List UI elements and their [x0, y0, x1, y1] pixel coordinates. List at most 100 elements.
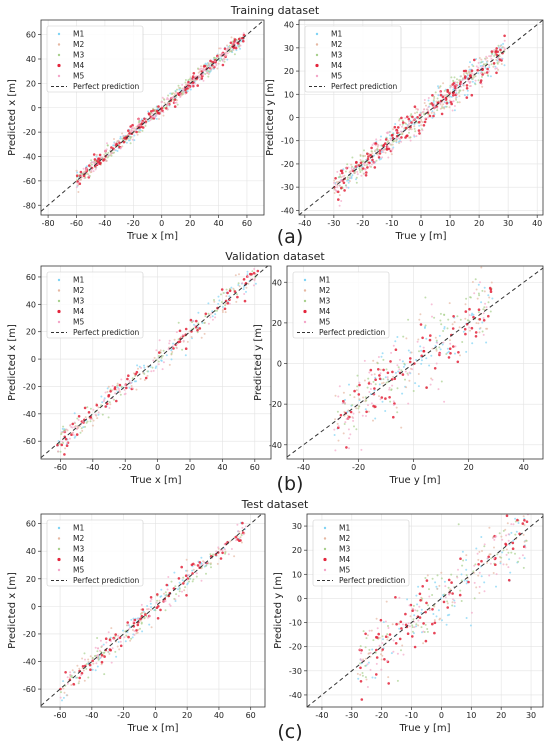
legend-marker-m1 [57, 32, 61, 36]
point-m5 [72, 431, 75, 434]
x-tick-label: -80 [42, 219, 55, 228]
point-m2 [180, 335, 183, 338]
point-m2 [475, 586, 478, 589]
legend-label: M5 [331, 72, 342, 81]
point-m5 [512, 523, 515, 526]
point-m1 [418, 124, 421, 127]
point-m5 [109, 640, 112, 643]
point-m5 [521, 554, 524, 557]
point-m3 [472, 65, 475, 68]
point-m5 [181, 83, 184, 86]
point-m2 [480, 266, 483, 269]
point-m5 [491, 537, 494, 539]
point-m2 [449, 588, 452, 591]
point-m3 [220, 301, 223, 304]
point-m4 [72, 682, 75, 686]
point-m3 [177, 321, 180, 324]
point-m4 [489, 290, 493, 294]
point-m2 [441, 105, 444, 108]
point-m5 [167, 576, 170, 578]
point-m1 [374, 676, 377, 679]
point-m2 [458, 101, 461, 104]
point-m5 [134, 129, 137, 132]
point-m5 [119, 146, 122, 149]
point-m3 [240, 534, 243, 537]
point-m3 [355, 176, 358, 179]
x-tick-label: -60 [54, 711, 67, 720]
point-m2 [425, 104, 427, 107]
point-m1 [508, 558, 511, 561]
point-m4 [446, 90, 450, 93]
point-m3 [119, 393, 122, 396]
point-m1 [432, 100, 435, 103]
point-m5 [518, 557, 521, 560]
point-m5 [147, 608, 150, 610]
point-m5 [367, 404, 369, 407]
point-m5 [373, 160, 376, 163]
point-m5 [100, 656, 103, 659]
point-m4 [242, 278, 246, 281]
point-m5 [408, 371, 411, 374]
point-m3 [400, 369, 403, 372]
y-tick-label: -80 [23, 201, 36, 210]
point-m5 [427, 97, 430, 99]
point-m2 [146, 608, 149, 611]
point-m3 [443, 89, 446, 92]
legend-label: M1 [73, 524, 84, 533]
point-m5 [439, 102, 442, 105]
point-m2 [337, 180, 340, 183]
point-m4 [381, 648, 385, 651]
point-m2 [209, 313, 212, 316]
y-tick-label: -20 [23, 382, 36, 391]
point-m1 [371, 648, 374, 651]
point-m4 [442, 600, 446, 604]
point-m3 [376, 148, 379, 151]
point-m4 [407, 117, 411, 121]
point-m2 [413, 125, 416, 128]
point-m3 [161, 354, 164, 357]
point-m5 [384, 620, 387, 623]
point-m5 [61, 440, 64, 443]
point-m3 [362, 630, 365, 633]
point-m2 [190, 336, 193, 338]
point-m1 [101, 401, 104, 404]
point-m4 [465, 84, 469, 87]
legend-marker-m2 [57, 289, 61, 292]
point-m3 [102, 651, 105, 654]
point-m4 [203, 64, 207, 68]
point-m4 [358, 383, 361, 387]
point-m4 [226, 291, 229, 295]
point-m1 [173, 571, 176, 574]
point-m4 [384, 635, 388, 638]
point-m4 [494, 563, 497, 566]
point-m3 [465, 574, 468, 577]
legend-marker-m1 [323, 526, 327, 530]
point-m3 [353, 425, 355, 428]
point-m5 [505, 553, 508, 556]
point-m5 [175, 347, 178, 350]
point-m5 [242, 533, 245, 536]
point-m3 [445, 353, 448, 355]
point-m1 [425, 357, 428, 360]
x-tick-label: 60 [242, 219, 252, 228]
point-m1 [96, 665, 99, 668]
point-m5 [485, 55, 488, 58]
point-m2 [475, 288, 478, 291]
point-m5 [488, 574, 491, 577]
point-m1 [402, 365, 405, 368]
point-m5 [371, 144, 374, 146]
point-m2 [375, 617, 378, 620]
chart-train-y: -40 -30 -20 -10 0 10 20 30 40-40-30-20-100102030… [265, 19, 544, 242]
point-m4 [135, 370, 139, 374]
point-m2 [500, 63, 503, 65]
point-m1 [432, 613, 435, 615]
point-m3 [361, 672, 364, 674]
legend-marker-m1 [57, 278, 61, 282]
point-m3 [413, 127, 416, 130]
point-m1 [374, 417, 377, 420]
point-m5 [169, 604, 172, 607]
point-m3 [436, 574, 439, 577]
point-m3 [339, 175, 342, 178]
point-m5 [411, 368, 414, 371]
point-m5 [414, 609, 417, 612]
